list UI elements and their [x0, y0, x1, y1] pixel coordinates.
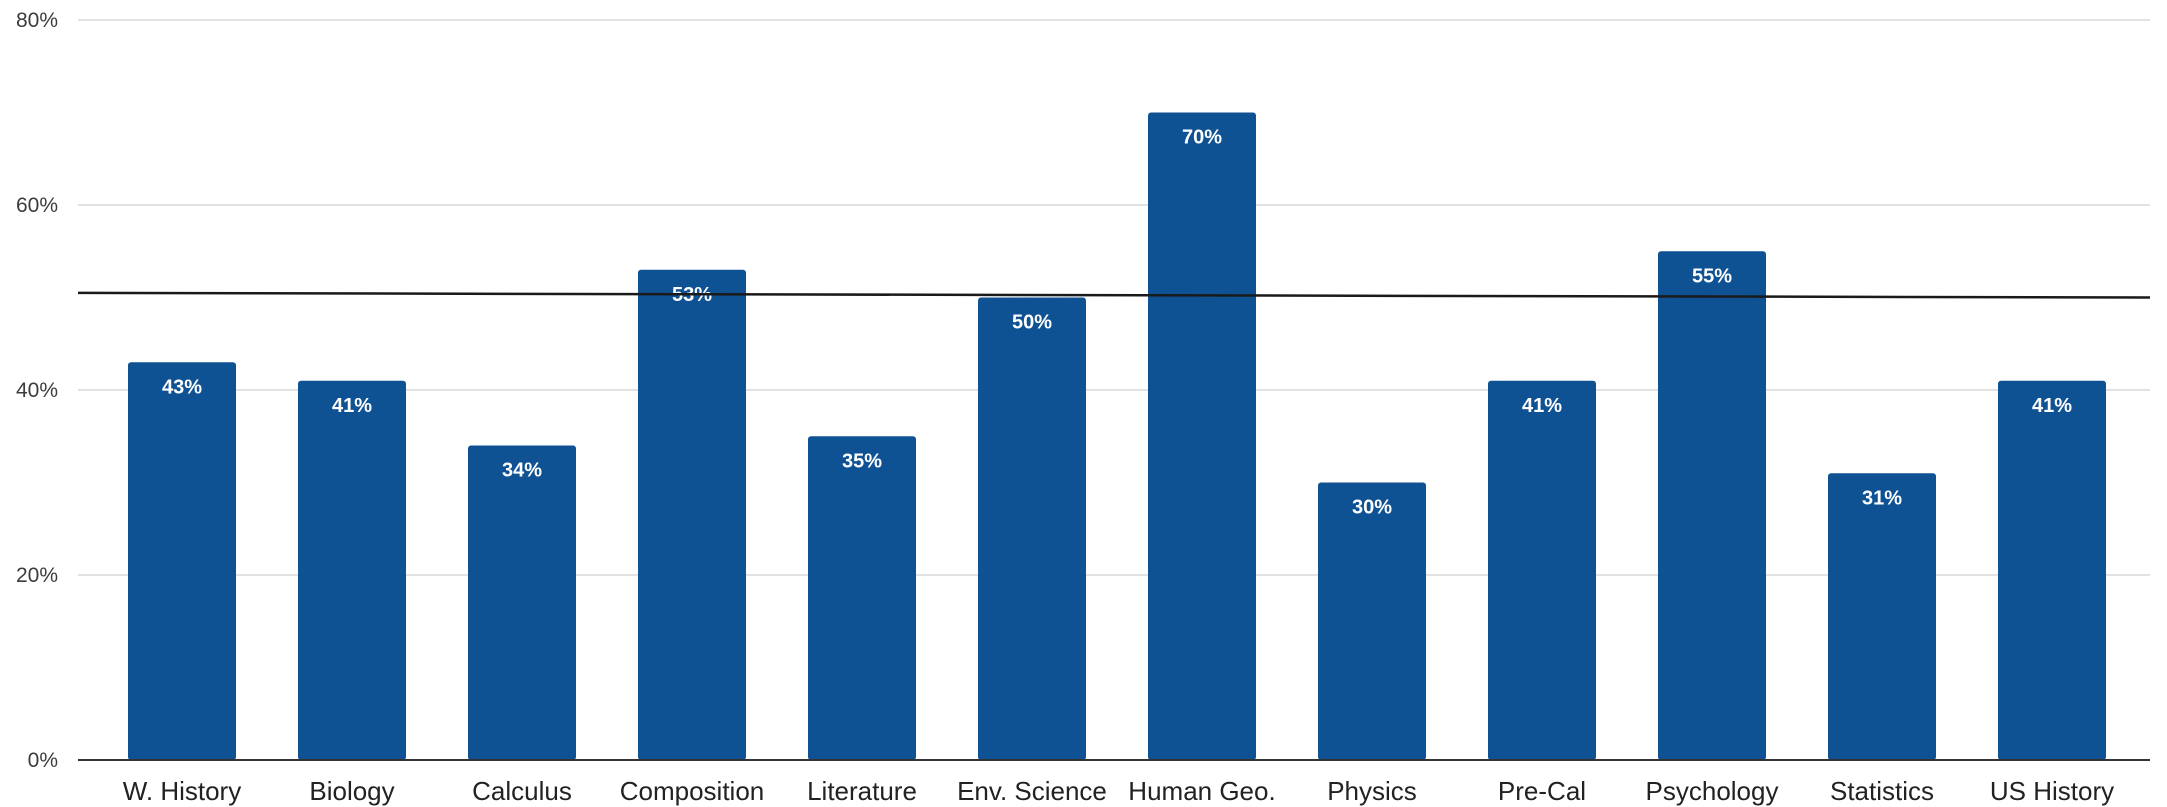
- bar-value-label: 30%: [1352, 497, 1392, 519]
- y-tick-label: 80%: [16, 9, 58, 32]
- x-category-label: W. History: [123, 776, 241, 806]
- x-axis-categories: W. History Biology Calculus Composition Lite…: [123, 776, 2114, 806]
- bar: [1488, 380, 1596, 760]
- x-category-label: Physics: [1327, 776, 1417, 806]
- y-tick-label: 40%: [16, 379, 58, 402]
- bar: [298, 380, 406, 760]
- bar: [808, 436, 916, 760]
- bar-value-label: 43%: [162, 376, 202, 398]
- bar: [638, 269, 746, 760]
- bar-value-label: 55%: [1692, 265, 1732, 287]
- bar-value-label: 41%: [332, 395, 372, 417]
- x-category-label: Env. Science: [957, 776, 1107, 806]
- gridlines: [78, 19, 2150, 576]
- bar-value-label: 41%: [2032, 395, 2072, 417]
- bar: [978, 297, 1086, 760]
- x-category-label: Calculus: [472, 776, 572, 806]
- bar-value-label: 34%: [502, 460, 542, 482]
- x-category-label: Composition: [620, 776, 765, 806]
- bar-value-label: 50%: [1012, 312, 1052, 334]
- reference-line: [77, 291, 2151, 299]
- y-tick-label: 20%: [16, 564, 58, 587]
- y-tick-label: 60%: [16, 194, 58, 217]
- x-category-label: Psychology: [1646, 776, 1779, 806]
- x-category-label: US History: [1990, 776, 2114, 806]
- y-tick-label: 0%: [28, 749, 58, 772]
- bar-value-label: 70%: [1182, 127, 1222, 149]
- bar: [1148, 112, 1256, 760]
- data-labels: 43%41%34%53%35%50%70%30%41%55%31%41%: [162, 127, 2072, 519]
- bar: [1998, 380, 2106, 760]
- bars: [128, 112, 2106, 760]
- x-category-label: Biology: [309, 776, 394, 806]
- bar-value-label: 31%: [1862, 487, 1902, 509]
- bar: [1828, 473, 1936, 760]
- bar-value-label: 35%: [842, 450, 882, 472]
- x-category-label: Human Geo.: [1128, 776, 1275, 806]
- bar: [1318, 482, 1426, 760]
- x-category-label: Literature: [807, 776, 917, 806]
- x-category-label: Pre-Cal: [1498, 776, 1586, 806]
- bar-value-label: 41%: [1522, 395, 1562, 417]
- x-category-label: Statistics: [1830, 776, 1934, 806]
- bar: [468, 445, 576, 760]
- y-axis-ticks: 0% 20% 40% 60% 80%: [16, 9, 58, 772]
- bar: [1658, 251, 1766, 760]
- bar: [128, 362, 236, 760]
